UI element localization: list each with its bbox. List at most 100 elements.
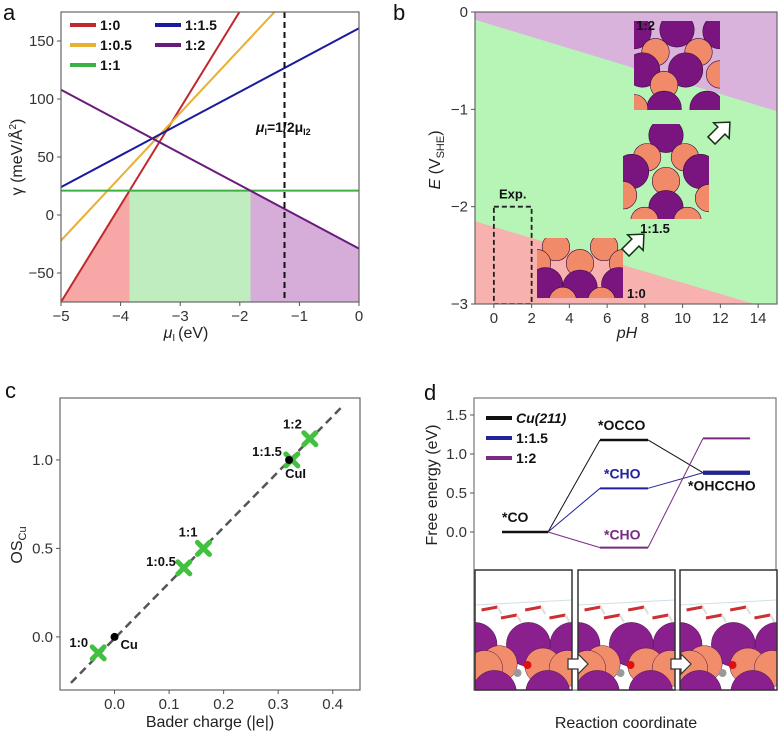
energy-connector: [547, 531, 601, 549]
panel-label-a: a: [3, 0, 16, 25]
y-tick-label: 1.5: [446, 407, 467, 424]
reaction-snapshot: [577, 569, 676, 691]
iodine-atom: [659, 21, 695, 48]
y-tick-label: −1: [451, 101, 468, 118]
series-line-1-0-5: [61, 12, 276, 242]
point-label: Cu: [121, 637, 138, 652]
panel-b: Exp. 0 2 4 6 8 10 12 14 −3 −2 −1 0 1:2 1:1.5 1:0: [451, 4, 778, 327]
panel-b-xlabel: pH: [616, 325, 638, 342]
plot-frame: [59, 397, 361, 691]
snapshot-frame: [474, 569, 573, 691]
copper-atom: [634, 94, 649, 110]
water-molecule: [652, 613, 669, 620]
y-tick-label: 0.0: [446, 524, 467, 541]
vline-label: μI=1/2μI2: [255, 119, 311, 137]
y-tick-label: 0: [460, 4, 468, 21]
y-tick-label: 150: [29, 33, 54, 50]
structure-1-0: [537, 238, 623, 298]
panel-label-d: d: [424, 380, 436, 405]
panel-b-ylabel: E (VSHE): [427, 130, 447, 189]
iodine-atom: [628, 670, 673, 690]
copper-atom: [623, 181, 638, 210]
panel-c-ylabel: OSCu: [9, 526, 29, 563]
legend-label: 1:1: [100, 57, 120, 73]
water-hydrogen: [667, 614, 674, 623]
point-label: 1:0: [69, 635, 88, 650]
legend-label: 1:2: [516, 450, 536, 466]
panel-d-xlabel: Reaction coordinate: [555, 715, 697, 732]
x-tick-label: 0.1: [159, 696, 180, 713]
point-label: 1:1.5: [252, 444, 282, 459]
copper-atom: [673, 206, 702, 219]
cross-marker: [89, 644, 107, 662]
y-tick-label: 1.0: [446, 446, 467, 463]
water-molecule: [603, 613, 621, 620]
water-hydrogen: [721, 614, 727, 623]
cross-marker: [301, 430, 319, 448]
legend-label: 1:2: [185, 37, 205, 53]
snapshot-frame: [577, 569, 676, 691]
legend-label: 1:0.5: [100, 37, 132, 53]
dot-marker: [285, 455, 294, 464]
water-molecule: [584, 605, 601, 612]
arrow-up-right-icon: [706, 121, 731, 146]
carbon-atom: [513, 669, 522, 677]
water-molecule: [729, 605, 747, 612]
copper-atom: [630, 206, 659, 219]
exp-label: Exp.: [499, 187, 526, 202]
plot-area: [61, 12, 359, 302]
hydrogen-bond: [680, 599, 777, 606]
state-label-occo: *OCCO: [598, 417, 646, 433]
water-molecule: [524, 605, 542, 612]
x-tick-label: 0.4: [322, 696, 343, 713]
copper-atom: [694, 184, 709, 213]
water-hydrogen: [769, 614, 776, 623]
water-hydrogen: [619, 614, 625, 623]
arrow-up-right-icon: [620, 233, 645, 258]
x-tick-label: −4: [112, 308, 129, 325]
water-hydrogen: [701, 606, 708, 615]
energy-connector: [547, 487, 601, 533]
y-tick-label: −50: [29, 265, 54, 282]
legend-label: 1:1.5: [516, 430, 548, 446]
state-label-cho-1-1-5: *CHO: [604, 465, 641, 481]
panel-a-xlabel: μI (eV): [163, 325, 209, 344]
series-line-1-2: [61, 88, 359, 250]
x-tick-label: 2: [527, 310, 535, 327]
reaction-snapshot: [474, 569, 573, 691]
x-tick-label: 8: [641, 310, 649, 327]
panel-a: −5 −4 −3 −2 −1 0 −50 0 50 100 150 1:0 1:0.5 1:1 1:1.5 1…: [29, 11, 363, 325]
water-molecule: [686, 605, 703, 612]
y-tick-label: 0.0: [32, 629, 53, 646]
legend-label: Cu(211): [516, 410, 567, 426]
structure-atoms: [634, 21, 720, 110]
structure-1-1-5: [623, 124, 709, 219]
y-tick-label: −2: [451, 199, 468, 216]
iodine-atom: [475, 670, 517, 690]
water-hydrogen: [540, 606, 547, 615]
x-tick-label: −3: [172, 308, 189, 325]
panel-a-ylabel: γ (meV/Å2): [7, 119, 26, 196]
water-molecule: [627, 605, 645, 612]
region-1-2: [475, 12, 777, 112]
reaction-snapshot: [679, 569, 778, 691]
panel-d: 0.0 0.5 1.0 1.5 *CO *OCCO *OHCCHO *CHO *CHO Cu(21…: [446, 397, 778, 691]
copper-atom: [587, 286, 616, 298]
water-hydrogen: [564, 614, 571, 623]
hydrogen-bond: [578, 599, 675, 606]
hydrogen-bond: [475, 599, 572, 606]
stability-region-1-2: [250, 190, 359, 302]
water-hydrogen: [496, 606, 503, 615]
state-label-co: *CO: [502, 509, 529, 525]
y-tick-label: −3: [451, 296, 468, 313]
experimental-region-box: [492, 205, 533, 304]
region-label-1-0: 1:0: [627, 286, 646, 301]
dot-marker: [110, 632, 119, 641]
region-label-1-2: 1:2: [636, 18, 655, 33]
state-label-ohccho: *OHCCHO: [688, 478, 756, 494]
structure-atoms: [537, 238, 623, 298]
legend-label: 1:0: [100, 17, 120, 33]
panel-c: 0.0 0.1 0.2 0.3 0.4 0.0 0.5 1.0 1:0 1:0.51:1 1:1.5…: [32, 397, 361, 713]
water-hydrogen: [643, 606, 650, 615]
